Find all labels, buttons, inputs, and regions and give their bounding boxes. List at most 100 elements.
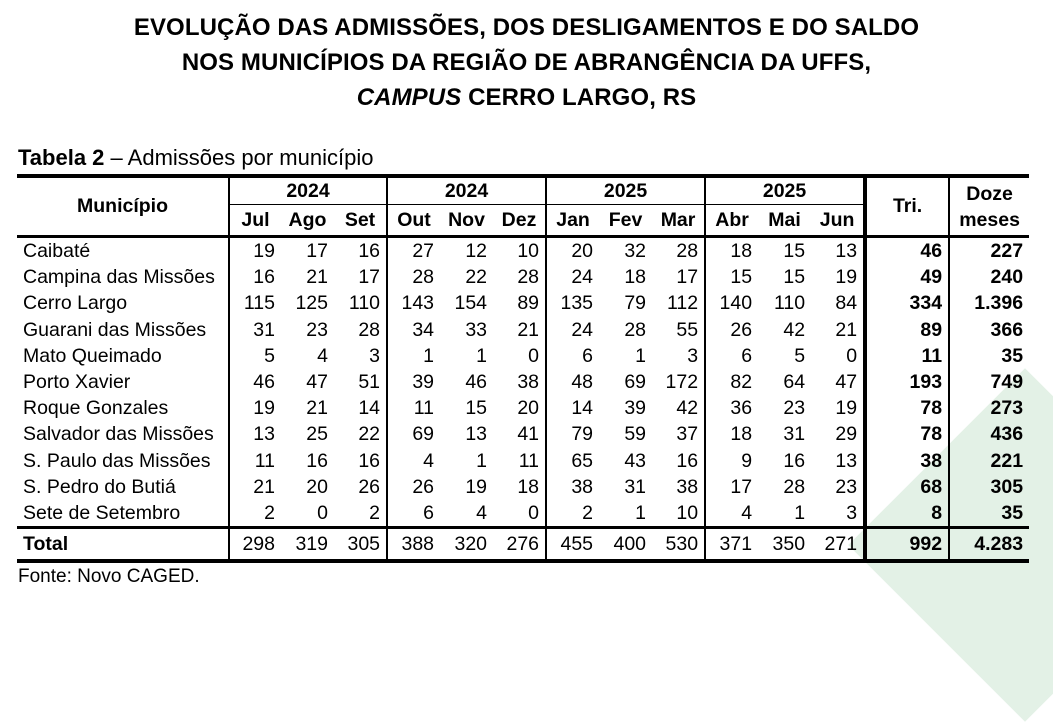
cell-value: 16 xyxy=(676,449,699,472)
header-doze: Doze xyxy=(966,182,1013,205)
cell-doze-meses: 35 xyxy=(948,342,1030,369)
cell-municipio: Roque Gonzales xyxy=(23,397,169,420)
cell-municipio: Salvador das Missões xyxy=(23,423,214,446)
cell-value: 4 xyxy=(704,499,759,528)
cell-value: 42 xyxy=(676,397,699,420)
cell-doze-meses: 4.283 xyxy=(948,527,1030,562)
cell-doze-meses: 35 xyxy=(948,499,1030,528)
table-row: Roque Gonzales 19 21 14 11 15 20 14 39 42 36 23 19 78… xyxy=(17,395,1030,422)
cell-value: 26 xyxy=(358,475,381,498)
header-month: Ago xyxy=(288,208,327,231)
table-row: Sete de Setembro 2 0 2 6 4 0 2 1 10 4 1 3 8 35 xyxy=(17,499,1030,528)
cell-value: 14 xyxy=(545,395,600,422)
cell-value: 5 xyxy=(794,344,806,367)
cell-doze-meses: 240 xyxy=(948,264,1030,291)
cell-value: 1 xyxy=(386,342,441,369)
cell-value: 65 xyxy=(545,447,600,474)
cell-value: 12 xyxy=(465,240,488,263)
cell-value: 13 xyxy=(465,423,488,446)
cell-value: 79 xyxy=(624,292,647,315)
cell-value: 15 xyxy=(704,264,759,291)
header-month: Jun xyxy=(819,208,855,231)
cell-municipio: S. Pedro do Butiá xyxy=(23,475,176,498)
cell-value: 23 xyxy=(306,318,328,341)
cell-value: 82 xyxy=(704,368,759,396)
header-month: Abr xyxy=(704,204,759,237)
cell-value: 22 xyxy=(465,266,488,289)
cell-value: 47 xyxy=(835,371,858,394)
cell-value: 17 xyxy=(358,266,381,289)
cell-value: 26 xyxy=(704,316,759,343)
cell-doze-meses: 749 xyxy=(948,368,1030,396)
cell-doze-meses: 1.396 xyxy=(948,290,1030,317)
cell-value: 371 xyxy=(704,527,759,562)
cell-value: 64 xyxy=(783,371,806,394)
cell-value: 29 xyxy=(835,423,858,446)
cell-value: 55 xyxy=(676,318,699,341)
cell-value: 298 xyxy=(228,527,281,562)
cell-municipio: Total xyxy=(23,532,69,555)
header-month: Set xyxy=(344,208,376,231)
cell-value: 13 xyxy=(835,240,858,263)
header-year: 2025 xyxy=(545,176,706,205)
table-row: Porto Xavier 46 47 51 39 46 38 48 69 172 82 64 47 193… xyxy=(17,368,1030,396)
header-month: Jan xyxy=(545,204,600,237)
table-row: Campina das Missões 16 21 17 28 22 28 24 18 17 15 1… xyxy=(17,264,1030,291)
cell-value: 38 xyxy=(517,371,540,394)
cell-value: 34 xyxy=(386,316,441,343)
cell-value: 11 xyxy=(386,395,441,422)
page-title: EVOLUÇÃO DAS ADMISSÕES, DOS DESLIGAMENTO… xyxy=(0,10,1053,115)
cell-value: 20 xyxy=(517,397,540,420)
cell-value: 24 xyxy=(545,316,600,343)
cell-municipio: Cerro Largo xyxy=(23,292,128,315)
source-note: Fonte: Novo CAGED. xyxy=(18,566,200,587)
cell-value: 21 xyxy=(517,318,540,341)
cell-value: 19 xyxy=(835,397,858,420)
header-meses: meses xyxy=(959,208,1020,231)
cell-value: 388 xyxy=(386,527,441,562)
cell-tri: 992 xyxy=(863,527,950,562)
title-campus-rest: CERRO LARGO, RS xyxy=(461,84,697,111)
cell-tri: 89 xyxy=(863,316,950,343)
cell-value: 350 xyxy=(772,532,806,555)
cell-value: 11 xyxy=(228,447,281,474)
total-row: Total 298 319 305 388 320 276 455 400 530 371 350 27… xyxy=(17,527,1030,562)
cell-value: 22 xyxy=(358,423,381,446)
cell-value: 39 xyxy=(624,397,647,420)
cell-value: 9 xyxy=(704,447,759,474)
cell-value: 48 xyxy=(545,368,600,396)
cell-value: 69 xyxy=(624,371,647,394)
header-month: Out xyxy=(386,204,441,237)
cell-value: 16 xyxy=(228,264,281,291)
header-tri: Tri. xyxy=(863,176,950,238)
cell-value: 46 xyxy=(465,371,488,394)
header-year: 2024 xyxy=(227,176,388,205)
cell-value: 19 xyxy=(465,475,488,498)
cell-municipio: Sete de Setembro xyxy=(23,501,181,524)
cell-tri: 8 xyxy=(863,499,950,528)
cell-value: 1 xyxy=(794,501,806,524)
title-line-2: NOS MUNICÍPIOS DA REGIÃO DE ABRANGÊNCIA … xyxy=(181,49,872,76)
cell-value: 1 xyxy=(476,344,488,367)
cell-value: 41 xyxy=(517,423,540,446)
cell-value: 530 xyxy=(665,532,699,555)
cell-value: 19 xyxy=(835,266,858,289)
cell-value: 1 xyxy=(476,449,488,472)
cell-value: 16 xyxy=(306,449,328,472)
cell-value: 21 xyxy=(306,397,328,420)
admissions-table: Município 2024 2024 2025 2025 Tri. Doze … xyxy=(17,174,1030,564)
cell-value: 400 xyxy=(613,532,647,555)
cell-value: 6 xyxy=(386,499,441,528)
cell-value: 38 xyxy=(545,473,600,500)
cell-value: 51 xyxy=(358,371,381,394)
cell-value: 31 xyxy=(783,423,806,446)
table-row: Salvador das Missões 13 25 22 69 13 41 79 59 37 18… xyxy=(17,421,1030,448)
cell-value: 0 xyxy=(317,501,328,524)
cell-value: 110 xyxy=(348,292,381,315)
cell-value: 305 xyxy=(347,532,381,555)
cell-doze-meses: 436 xyxy=(948,421,1030,448)
cell-doze-meses: 366 xyxy=(948,316,1030,343)
header-year: 2025 xyxy=(704,176,866,205)
cell-value: 33 xyxy=(465,318,488,341)
cell-value: 17 xyxy=(704,473,759,500)
